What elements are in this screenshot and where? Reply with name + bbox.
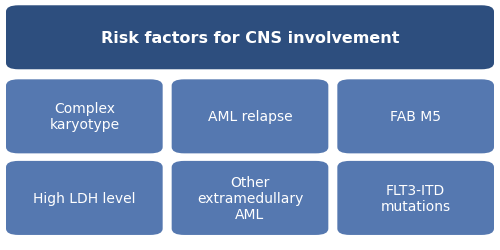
Text: High LDH level: High LDH level (33, 191, 136, 205)
Text: Other
extramedullary
AML: Other extramedullary AML (197, 175, 303, 221)
FancyBboxPatch shape (338, 80, 494, 154)
Text: FLT3-ITD
mutations: FLT3-ITD mutations (380, 183, 450, 213)
Text: Complex
karyotype: Complex karyotype (50, 102, 119, 132)
Text: AML relapse: AML relapse (208, 110, 292, 124)
FancyBboxPatch shape (6, 80, 162, 154)
FancyBboxPatch shape (6, 6, 494, 70)
FancyBboxPatch shape (6, 161, 162, 235)
Text: Risk factors for CNS involvement: Risk factors for CNS involvement (101, 31, 399, 46)
FancyBboxPatch shape (172, 161, 328, 235)
FancyBboxPatch shape (172, 80, 328, 154)
FancyBboxPatch shape (338, 161, 494, 235)
Text: FAB M5: FAB M5 (390, 110, 441, 124)
